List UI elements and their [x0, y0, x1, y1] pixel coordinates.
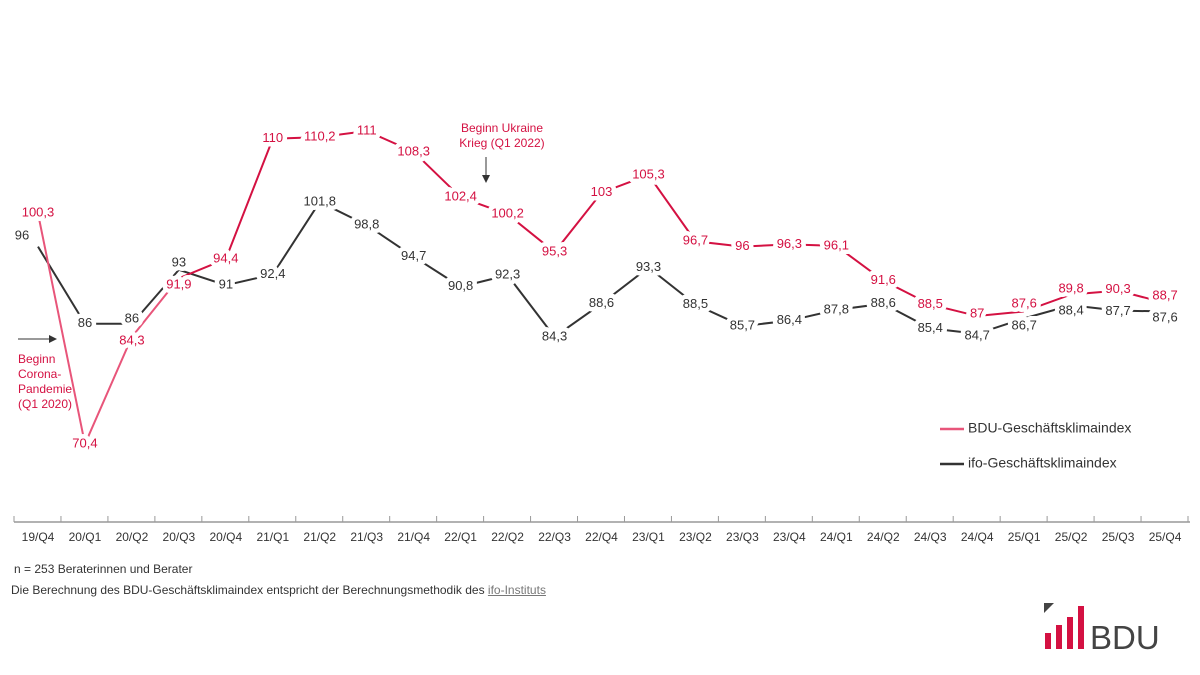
x-tick-label: 24/Q2 — [867, 530, 900, 544]
bdu-data-label: 87,6 — [1012, 295, 1037, 310]
ifo-data-label: 88,4 — [1058, 302, 1083, 317]
corona-arrowhead-icon — [49, 335, 57, 343]
x-tick-label: 25/Q3 — [1102, 530, 1135, 544]
x-tick-label: 19/Q4 — [22, 530, 55, 544]
bdu-logo: BDU — [1042, 603, 1182, 651]
logo-text: BDU — [1090, 619, 1160, 651]
bdu-data-label: 110 — [262, 130, 283, 145]
legend-ifo-label: ifo-Geschäftsklimaindex — [968, 455, 1117, 471]
annotation-line: Beginn Ukraine — [460, 121, 544, 135]
x-tick-label: 22/Q3 — [538, 530, 571, 544]
annotation-line: Corona- — [18, 367, 62, 381]
ifo-institut-link[interactable]: ifo-Instituts — [487, 583, 546, 597]
annotation-corona: Beginn Corona- Pandemie (Q1 2020) — [18, 352, 72, 412]
bdu-data-label: 91,6 — [871, 272, 896, 287]
ifo-data-label: 86,4 — [777, 312, 802, 327]
x-tick-label: 23/Q1 — [632, 530, 665, 544]
bdu-data-label: 100,3 — [22, 204, 55, 219]
legend-bdu-label: BDU-Geschäftsklimaindex — [968, 420, 1131, 436]
bdu-data-label: 96,7 — [683, 233, 708, 248]
ifo-data-label: 86,7 — [1012, 317, 1037, 332]
x-tick-label: 23/Q3 — [726, 530, 759, 544]
ifo-data-label: 92,3 — [495, 267, 520, 282]
bdu-data-label: 91,9 — [166, 276, 191, 291]
ifo-data-label: 88,5 — [683, 296, 708, 311]
x-tick-label: 24/Q4 — [961, 530, 994, 544]
ifo-data-label: 84,3 — [542, 328, 567, 343]
x-tick-label: 24/Q1 — [820, 530, 853, 544]
bdu-series-line-early — [37, 213, 180, 448]
annotation-ukraine: Beginn Ukraine Krieg (Q1 2022) — [452, 121, 552, 151]
ifo-series-line — [37, 200, 1166, 339]
x-tick-label: 25/Q2 — [1055, 530, 1088, 544]
x-tick-label: 23/Q2 — [679, 530, 712, 544]
x-tick-label: 22/Q4 — [585, 530, 618, 544]
bdu-data-label: 105,3 — [632, 166, 665, 181]
ifo-data-label: 92,4 — [260, 266, 285, 281]
x-tick-label: 22/Q1 — [444, 530, 477, 544]
ifo-data-label: 90,8 — [448, 278, 473, 293]
x-tick-label: 21/Q3 — [350, 530, 383, 544]
x-tick-label: 20/Q1 — [69, 530, 102, 544]
ifo-data-label: 87,7 — [1105, 303, 1130, 318]
annotation-line: Krieg (Q1 2022) — [459, 136, 545, 150]
bdu-data-label: 89,8 — [1058, 280, 1083, 295]
bdu-data-label: 96 — [735, 238, 749, 253]
x-tick-label: 21/Q1 — [256, 530, 289, 544]
x-tick-label: 21/Q4 — [397, 530, 430, 544]
bdu-data-label: 87 — [970, 305, 984, 320]
ifo-data-label: 96 — [15, 227, 29, 242]
bdu-data-label: 70,4 — [72, 435, 97, 450]
bdu-data-label: 102,4 — [444, 189, 477, 204]
ifo-data-label: 86 — [125, 311, 139, 326]
annotation-line: (Q1 2020) — [18, 397, 73, 411]
bdu-data-label: 96,3 — [777, 236, 802, 251]
x-tick-label: 25/Q4 — [1149, 530, 1182, 544]
ifo-data-label: 93 — [172, 254, 186, 269]
x-tick-label: 24/Q3 — [914, 530, 947, 544]
ifo-data-label: 88,6 — [589, 295, 614, 310]
x-tick-label: 20/Q4 — [209, 530, 242, 544]
bdu-series-line — [178, 129, 1166, 318]
ifo-data-label: 85,7 — [730, 318, 755, 333]
ifo-data-label: 87,6 — [1152, 310, 1177, 325]
x-tick-label: 25/Q1 — [1008, 530, 1041, 544]
ifo-data-label: 101,8 — [303, 193, 336, 208]
bdu-data-label: 110,2 — [304, 129, 336, 144]
bdu-data-label: 88,5 — [918, 296, 943, 311]
line-chart: 19/Q4 20/Q1 20/Q2 20/Q3 20/Q4 21/Q1 21/Q2 21/Q3… — [13, 122, 1190, 545]
x-tick-label: 20/Q2 — [116, 530, 149, 544]
ifo-data-label: 85,4 — [918, 320, 943, 335]
bdu-data-label: 90,3 — [1105, 281, 1130, 296]
ifo-data-label: 94,7 — [401, 248, 426, 263]
annotation-line: Pandemie — [18, 382, 73, 396]
sample-size-note: n = 253 Beraterinnen und Berater — [14, 562, 193, 576]
methodology-text: Die Berechnung des BDU-Geschäftsklimaind… — [11, 583, 485, 597]
ukraine-arrowhead-icon — [482, 175, 490, 183]
x-tick-label: 23/Q4 — [773, 530, 806, 544]
bdu-data-label: 100,2 — [491, 206, 524, 221]
bdu-data-label: 88,7 — [1152, 288, 1177, 303]
x-tick-label: 21/Q2 — [303, 530, 336, 544]
methodology-note: Die Berechnung des BDU-Geschäftsklimaind… — [11, 583, 546, 597]
ifo-data-label: 98,8 — [354, 216, 379, 231]
ifo-data-label: 93,3 — [636, 259, 661, 274]
ifo-data-label: 91 — [219, 277, 233, 292]
ifo-data-label: 84,7 — [965, 327, 990, 342]
bdu-data-label: 94,4 — [213, 250, 238, 265]
bdu-data-label: 103 — [591, 184, 613, 199]
annotation-line: Beginn — [18, 352, 56, 366]
ifo-data-label: 88,6 — [871, 295, 896, 310]
bdu-data-label: 96,1 — [824, 237, 849, 252]
bdu-logo-graphic: BDU — [1044, 603, 1160, 651]
ifo-data-label: 87,8 — [824, 301, 849, 316]
bdu-data-label: 111 — [357, 122, 377, 137]
x-tick-label: 20/Q3 — [163, 530, 196, 544]
x-tick-label: 22/Q2 — [491, 530, 524, 544]
bdu-data-label: 108,3 — [397, 143, 430, 158]
bdu-data-label: 84,3 — [119, 333, 144, 348]
ifo-data-label: 86 — [78, 315, 92, 330]
bdu-data-label: 95,3 — [542, 243, 567, 258]
